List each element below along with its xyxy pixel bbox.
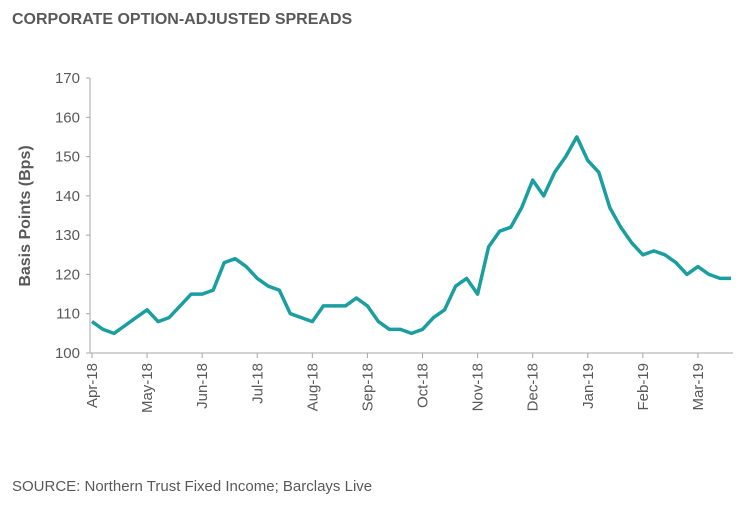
x-tick-label: Oct-18: [415, 363, 432, 408]
chart-title: CORPORATE OPTION-ADJUSTED SPREADS: [12, 11, 353, 28]
y-tick-label: 140: [55, 188, 80, 205]
x-tick-label: Aug-18: [304, 363, 321, 411]
y-tick-label: 150: [55, 149, 80, 166]
x-tick-label: Sep-18: [359, 363, 376, 411]
x-tick-label: Apr-18: [84, 363, 101, 408]
x-tick-label: Nov-18: [470, 363, 487, 411]
x-tick-label: Feb-19: [635, 363, 652, 411]
source-note: SOURCE: Northern Trust Fixed Income; Bar…: [12, 478, 372, 495]
x-tick-label: Dec-18: [525, 363, 542, 411]
y-tick-label: 120: [55, 266, 80, 283]
y-axis-label: Basis Points (Bps): [17, 145, 34, 286]
x-tick-label: Jul-18: [249, 363, 266, 404]
x-tick-label: Mar-19: [690, 363, 707, 411]
x-tick-label: Jun-18: [194, 363, 211, 409]
y-tick-label: 100: [55, 345, 80, 362]
y-tick-label: 160: [55, 109, 80, 126]
y-tick-label: 110: [56, 306, 80, 323]
y-tick-label: 130: [55, 227, 80, 244]
y-tick-label: 170: [55, 70, 80, 87]
x-tick-label: May-18: [139, 363, 156, 413]
line-series: [90, 135, 731, 336]
x-tick-label: Jan-19: [580, 363, 597, 409]
